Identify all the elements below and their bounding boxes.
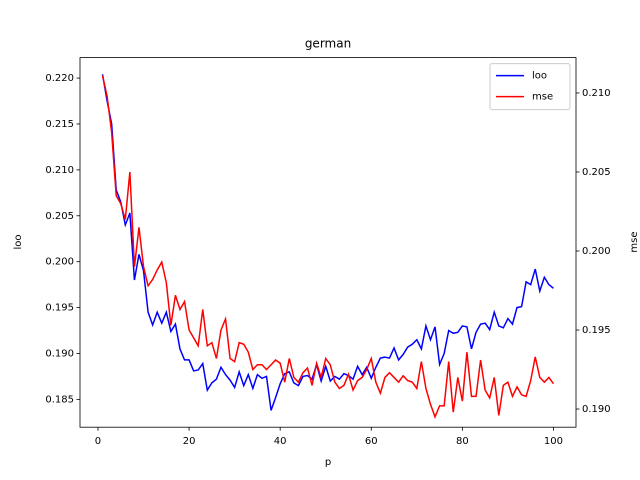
legend-label: loo <box>532 71 547 82</box>
line-series <box>101 74 554 411</box>
y-tick-label: 0.220 <box>45 73 74 84</box>
legend-label: mse <box>532 92 553 103</box>
y2-tick-label: 0.190 <box>582 404 611 415</box>
x-tick-label: 60 <box>365 436 378 447</box>
y-tick-label: 0.190 <box>45 348 74 359</box>
y-tick-label: 0.215 <box>45 119 74 130</box>
y-tick-label: 0.195 <box>45 303 74 314</box>
y2-tick-label: 0.195 <box>582 325 611 336</box>
legend-box <box>489 63 571 111</box>
y2-tick-label: 0.210 <box>582 88 611 99</box>
y2-axis-label: mse <box>629 231 640 252</box>
line-series <box>101 75 555 420</box>
x-tick-label: 80 <box>456 436 469 447</box>
y-tick-label: 0.200 <box>45 257 74 268</box>
y2-tick-label: 0.205 <box>582 167 611 178</box>
x-tick-label: 100 <box>544 436 563 447</box>
y-tick-label: 0.185 <box>45 394 74 405</box>
y-tick-label: 0.205 <box>45 211 74 222</box>
y-tick-label: 0.210 <box>45 165 74 176</box>
x-axis-label: p <box>325 457 331 468</box>
y-axis-label: loo <box>13 234 24 249</box>
x-tick-label: 20 <box>183 436 196 447</box>
y2-tick-label: 0.200 <box>582 246 611 257</box>
plot-frame <box>79 57 577 428</box>
chart-title: german <box>305 37 351 51</box>
x-tick-label: 0 <box>95 436 101 447</box>
x-tick-label: 40 <box>274 436 287 447</box>
